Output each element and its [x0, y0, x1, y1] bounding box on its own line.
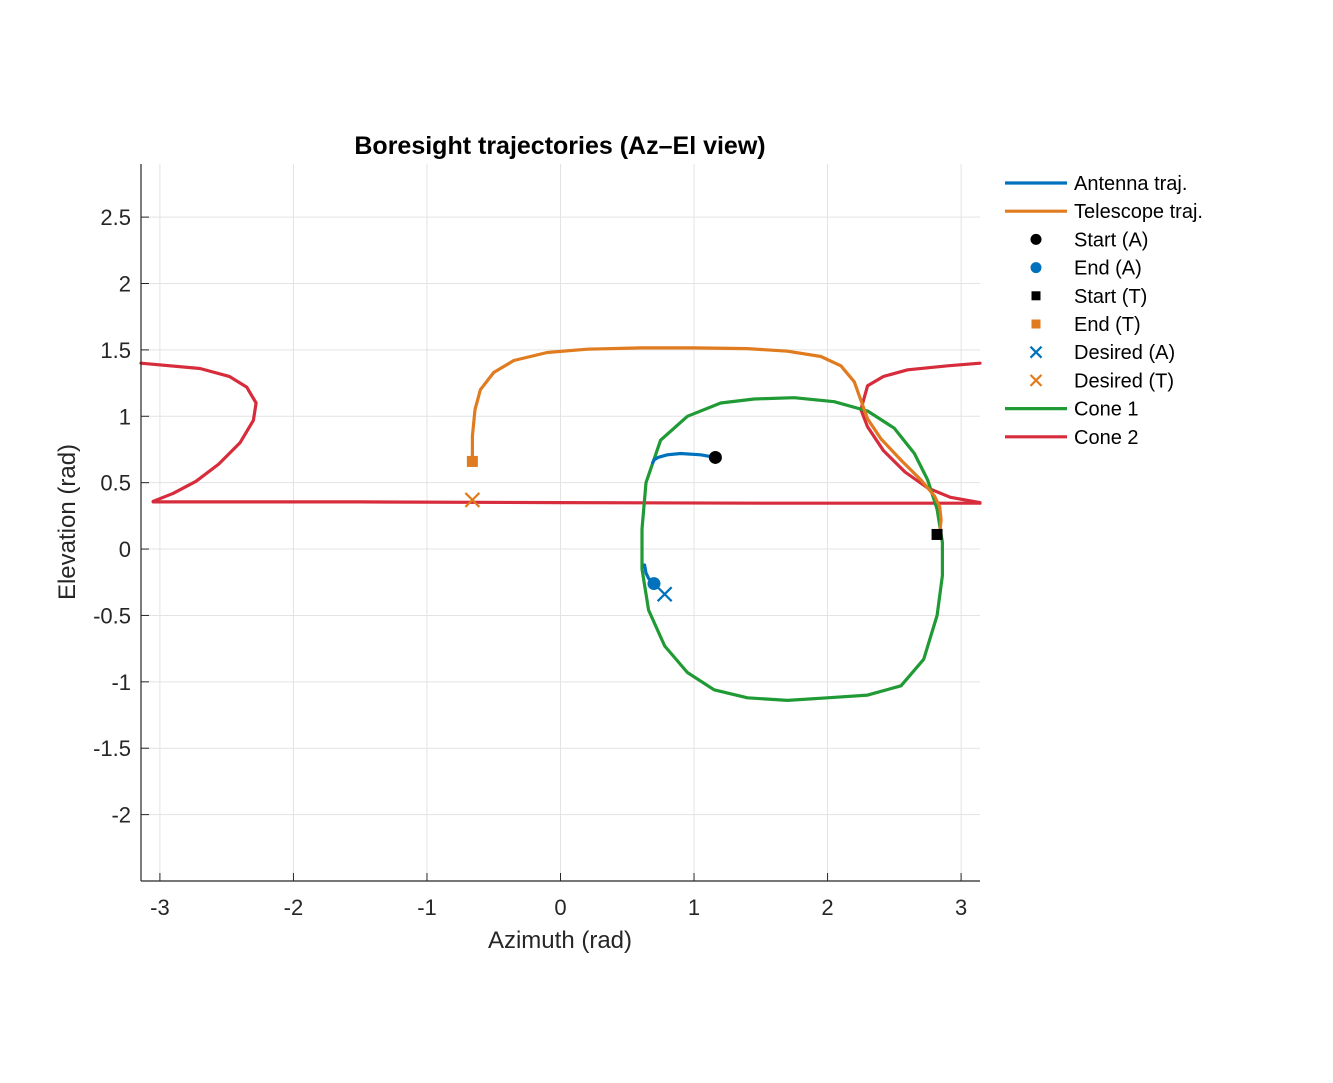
x-tick-label: -1 — [417, 895, 437, 920]
legend: Antenna traj. Telescope traj. Start (A) End… — [1005, 173, 1203, 449]
y-tick-label: 2 — [119, 272, 131, 297]
legend-swatch-desired-t — [1029, 374, 1043, 387]
legend-item: End (T) — [1031, 314, 1141, 336]
series-cone-1 — [640, 396, 945, 703]
marker-desired-a — [656, 586, 673, 602]
legend-swatch-desired-a-stroke — [1029, 345, 1043, 359]
series-antenna-traj — [650, 451, 718, 465]
series-telescope-traj — [470, 346, 943, 535]
legend-item: Desired (A) — [1029, 342, 1175, 364]
y-tick-label: 2.5 — [100, 205, 131, 230]
series-layer — [139, 346, 982, 703]
axes: -3 -2 -1 0 1 2 3 -2 -1.5 -1 -0.5 0 0.5 1 1.5 2 2.5 — [93, 164, 980, 920]
series-cone-2 — [151, 500, 982, 505]
legend-item: Start (A) — [1030, 229, 1148, 251]
legend-swatch-desired-a — [1029, 345, 1043, 359]
x-axis-label: Azimuth (rad) — [488, 927, 632, 954]
y-axis-label: Elevation (rad) — [54, 444, 81, 600]
y-tick-label: 0 — [119, 537, 131, 562]
legend-label: Desired (T) — [1074, 370, 1174, 392]
x-tick-label: 0 — [554, 895, 566, 920]
legend-label: Start (T) — [1074, 286, 1147, 308]
legend-item: End (A) — [1030, 258, 1142, 280]
legend-item: Start (T) — [1031, 286, 1147, 308]
legend-label: Cone 1 — [1074, 399, 1139, 421]
legend-item: Desired (T) — [1029, 370, 1174, 392]
legend-label: Antenna traj. — [1074, 173, 1187, 195]
legend-item: Telescope traj. — [1005, 201, 1203, 223]
x-tick-label: -3 — [150, 895, 170, 920]
y-tick-label: 1 — [119, 404, 131, 429]
y-tick-label: -1 — [111, 670, 131, 695]
marker-start-a — [708, 450, 722, 464]
x-tick-label: 3 — [955, 895, 967, 920]
legend-item: Antenna traj. — [1005, 173, 1187, 195]
marker-end-a — [647, 577, 661, 591]
legend-label: End (T) — [1074, 314, 1141, 336]
marker-end-t — [466, 455, 478, 467]
x-tick-label: 1 — [688, 895, 700, 920]
x-tick-label: 2 — [821, 895, 833, 920]
chart-title: Boresight trajectories (Az–El view) — [354, 132, 765, 160]
y-tick-label: -1.5 — [93, 736, 131, 761]
marker-desired-t — [464, 492, 481, 508]
y-tick-label: 1.5 — [100, 338, 131, 363]
legend-label: Cone 2 — [1074, 427, 1139, 449]
marker-desired-a-stroke — [656, 586, 673, 602]
legend-swatch-start-a — [1030, 233, 1042, 245]
x-tick-label: -2 — [284, 895, 304, 920]
series-cone-2 — [859, 361, 982, 412]
y-tick-label: 0.5 — [100, 471, 131, 496]
legend-item: Cone 1 — [1005, 399, 1139, 421]
legend-swatch-desired-t-stroke — [1029, 374, 1043, 387]
legend-item: Cone 2 — [1005, 427, 1139, 449]
marker-start-t — [931, 528, 943, 540]
legend-swatch-end-t — [1031, 319, 1041, 329]
y-tick-label: -0.5 — [93, 603, 131, 628]
legend-swatch-end-a — [1030, 262, 1042, 274]
series-cone-2 — [139, 361, 258, 503]
legend-label: End (A) — [1074, 258, 1142, 280]
y-tick-label: -2 — [111, 803, 131, 828]
legend-label: Telescope traj. — [1074, 201, 1203, 223]
legend-label: Desired (A) — [1074, 342, 1175, 364]
series-cone-2 — [859, 408, 982, 505]
legend-label: Start (A) — [1074, 229, 1148, 251]
legend-swatch-start-t — [1031, 291, 1041, 301]
marker-desired-t-stroke — [464, 492, 481, 508]
